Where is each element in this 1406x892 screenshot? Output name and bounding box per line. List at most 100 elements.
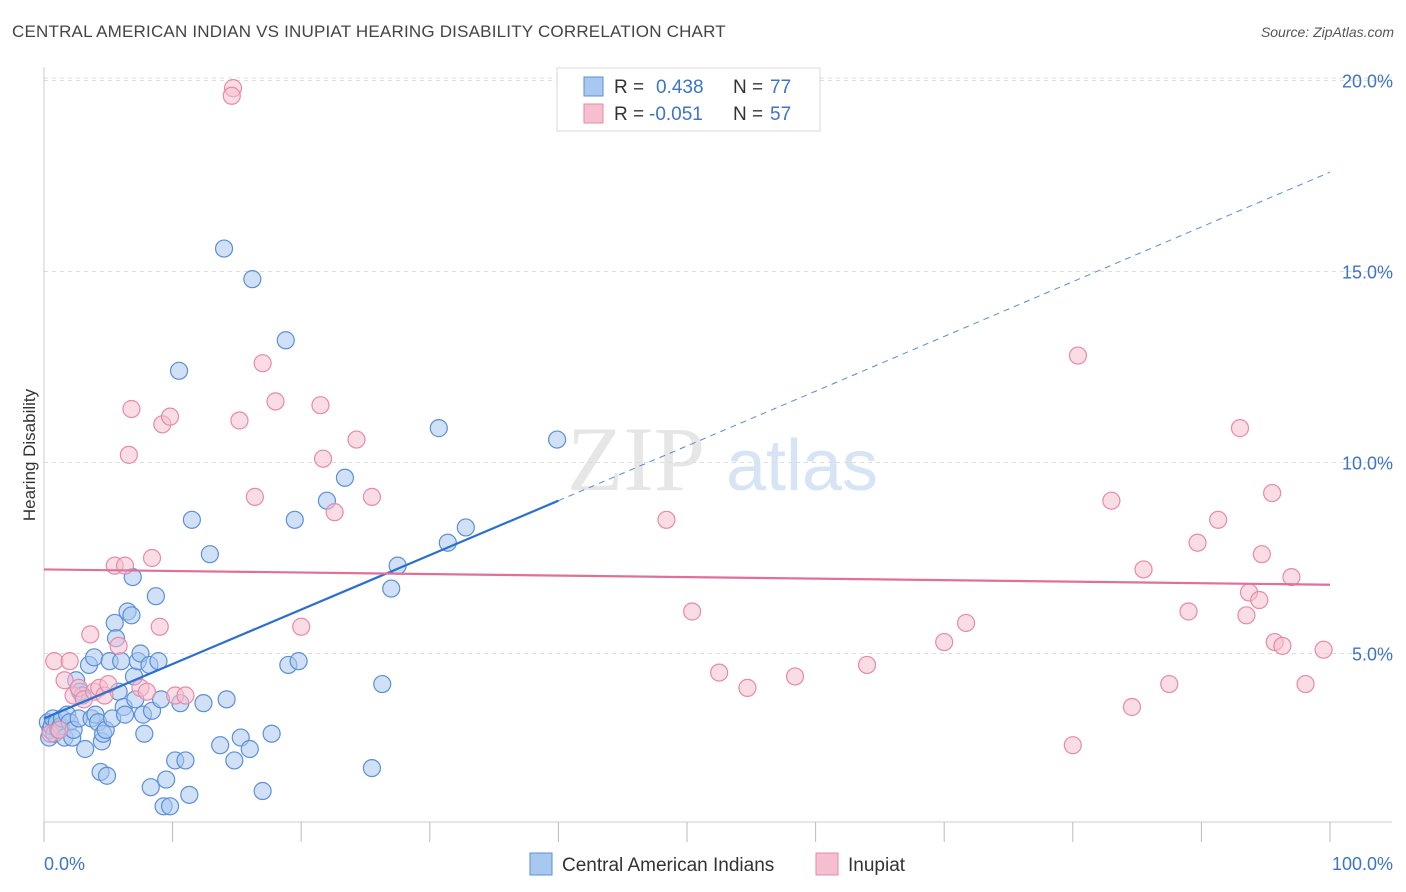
point-inupiat (1230, 419, 1250, 438)
bottom-legend: Central American Indians Inupiat (529, 852, 906, 876)
watermark-zip: ZIP (567, 408, 705, 510)
point-central-american-indians (253, 781, 272, 801)
point-inupiat (1102, 491, 1121, 510)
point-inupiat (1122, 697, 1142, 717)
grid-layer (44, 77, 1392, 654)
point-inupiat (785, 667, 805, 686)
point-central-american-indians (194, 694, 213, 713)
point-inupiat (1160, 674, 1179, 694)
point-inupiat (1188, 533, 1207, 552)
point-central-american-indians (214, 239, 234, 258)
point-inupiat (738, 678, 757, 697)
point-inupiat (1296, 674, 1315, 694)
point-central-american-indians (169, 361, 189, 380)
point-inupiat (1134, 560, 1153, 579)
point-inupiat (99, 674, 118, 694)
point-inupiat (81, 625, 100, 644)
point-central-american-indians (225, 751, 244, 770)
point-central-american-indians (382, 579, 401, 598)
x-tick-label-max: 100.0% (1332, 854, 1393, 874)
trend-layer (43, 171, 1331, 720)
point-inupiat (313, 449, 333, 468)
points-layer (38, 79, 1333, 816)
point-inupiat (857, 655, 877, 675)
point-central-american-indians (262, 724, 281, 743)
point-central-american-indians (76, 739, 95, 759)
point-central-american-indians (335, 468, 355, 487)
point-central-american-indians (176, 751, 195, 770)
point-inupiat (50, 720, 69, 740)
y-tick-label: 15.0% (1342, 263, 1393, 283)
trend-line-inupiat (43, 568, 1331, 586)
point-inupiat (45, 652, 64, 671)
point-inupiat (160, 407, 180, 426)
bottom-legend-label-blue: Central American Indians (562, 855, 774, 876)
point-central-american-indians (548, 430, 567, 449)
trend-line-central-american-indians (43, 499, 559, 720)
watermark-atlas: atlas (726, 426, 878, 506)
legend-n-value-2: 57 (770, 104, 791, 125)
bottom-legend-swatch-blue (529, 852, 553, 876)
legend-r-value-1: 0.438 (656, 77, 704, 98)
point-inupiat (142, 548, 162, 568)
point-inupiat (119, 445, 138, 464)
legend-r-value-2: -0.051 (649, 104, 703, 125)
point-central-american-indians (160, 797, 180, 816)
point-central-american-indians (438, 533, 457, 552)
point-central-american-indians (240, 739, 259, 759)
point-central-american-indians (217, 690, 236, 709)
point-central-american-indians (141, 778, 160, 797)
point-inupiat (311, 396, 330, 415)
point-inupiat (1063, 736, 1082, 755)
legend-swatch-pink (583, 103, 604, 124)
point-inupiat (1314, 640, 1333, 659)
legend-r-label-2: R = (614, 104, 644, 125)
point-central-american-indians (276, 331, 295, 350)
point-inupiat (150, 617, 169, 636)
point-inupiat (137, 682, 156, 701)
point-inupiat (222, 86, 241, 105)
y-tick-label: 5.0% (1352, 645, 1393, 665)
point-inupiat (347, 430, 366, 449)
point-inupiat (1237, 606, 1256, 625)
point-central-american-indians (135, 724, 154, 743)
point-central-american-indians (289, 652, 308, 671)
point-inupiat (176, 686, 195, 705)
point-central-american-indians (211, 736, 230, 755)
point-inupiat (1209, 510, 1228, 529)
point-inupiat (1273, 636, 1292, 655)
point-inupiat (253, 354, 272, 373)
point-inupiat (683, 602, 702, 621)
point-inupiat (710, 663, 729, 682)
point-inupiat (956, 613, 976, 633)
y-axis-title: Hearing Disability (20, 388, 39, 521)
point-central-american-indians (429, 419, 448, 438)
bottom-legend-label-pink: Inupiat (848, 855, 906, 876)
point-inupiat (122, 399, 141, 419)
legend-box: R = 0.438 N = 77 R = -0.051 N = 57 (556, 67, 821, 132)
legend-swatch-blue (583, 76, 604, 97)
y-tick-label: 20.0% (1342, 72, 1393, 92)
point-central-american-indians (97, 766, 117, 785)
point-inupiat (1068, 346, 1088, 365)
legend-n-label-1: N = (733, 77, 763, 98)
point-central-american-indians (456, 518, 475, 537)
point-inupiat (109, 636, 128, 655)
point-inupiat (325, 503, 344, 522)
point-inupiat (60, 652, 79, 671)
point-inupiat (1252, 545, 1271, 564)
point-inupiat (657, 510, 676, 529)
point-inupiat (1179, 602, 1198, 621)
y-tick-label: 10.0% (1342, 454, 1393, 474)
point-central-american-indians (180, 785, 199, 804)
chart-title: CENTRAL AMERICAN INDIAN VS INUPIAT HEARI… (12, 22, 726, 41)
point-central-american-indians (200, 545, 219, 564)
legend-n-label-2: N = (733, 104, 763, 125)
x-tick-label-min: 0.0% (44, 854, 85, 874)
point-inupiat (230, 411, 249, 430)
point-inupiat (1282, 567, 1301, 587)
point-central-american-indians (157, 770, 176, 789)
point-central-american-indians (122, 606, 141, 625)
point-inupiat (1263, 483, 1282, 503)
